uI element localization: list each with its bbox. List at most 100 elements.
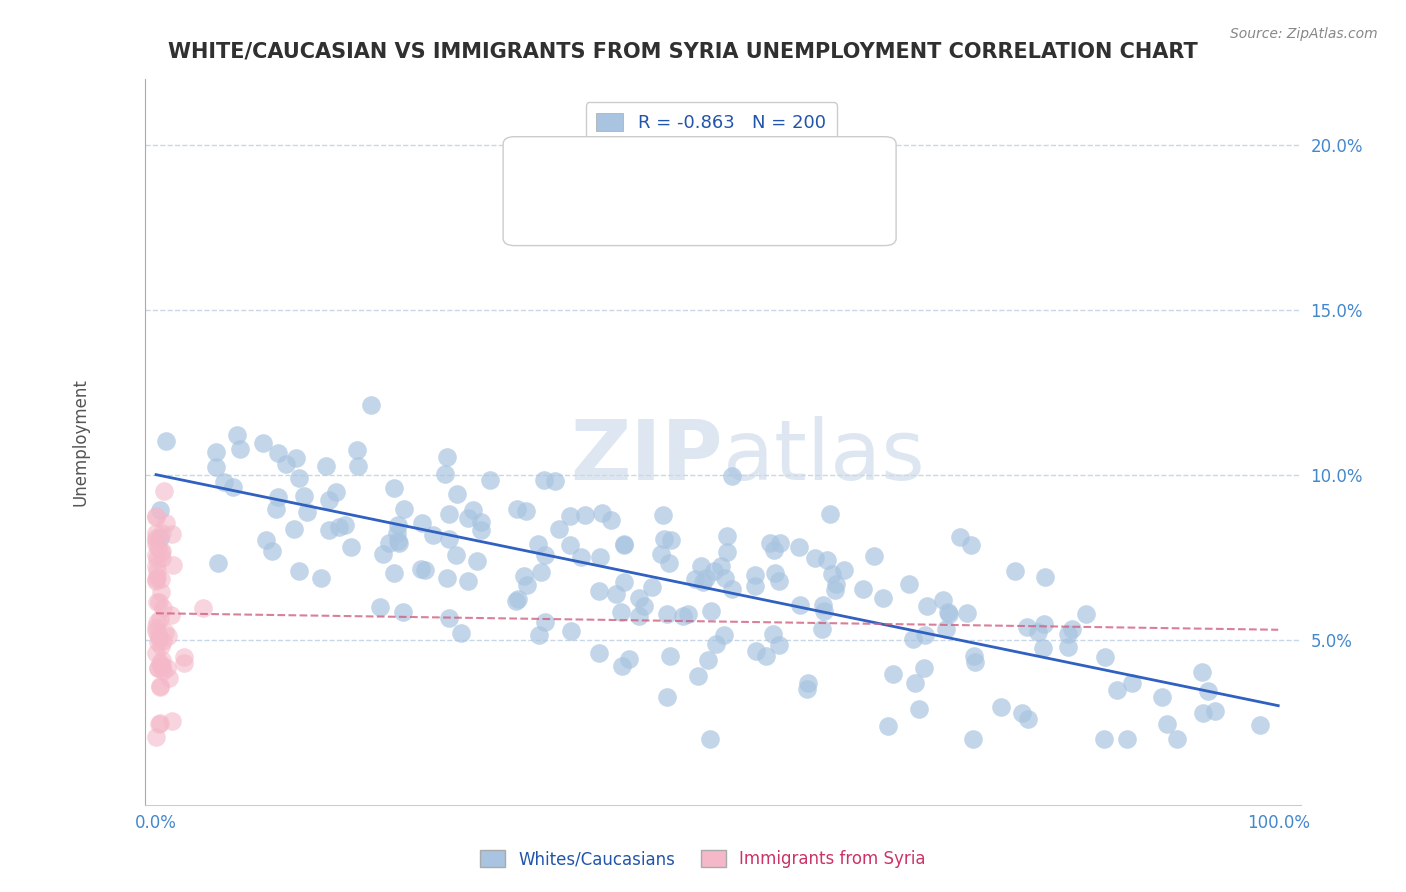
Point <box>1056 640 1078 654</box>
Point <box>655 690 678 705</box>
Point <box>153 483 176 498</box>
Point <box>821 567 844 582</box>
Point <box>470 523 492 537</box>
Point <box>612 537 634 551</box>
Point <box>146 615 169 629</box>
Point <box>641 580 664 594</box>
Point <box>610 605 633 619</box>
Point <box>956 606 979 620</box>
Point <box>146 628 169 642</box>
Point <box>148 594 170 608</box>
Point <box>285 450 308 465</box>
Point <box>862 549 884 563</box>
Point <box>600 512 623 526</box>
Point <box>652 508 675 523</box>
Point <box>207 556 229 570</box>
Point <box>759 536 782 550</box>
Point <box>548 522 571 536</box>
Point <box>461 502 484 516</box>
Text: atlas: atlas <box>723 416 925 497</box>
Point <box>145 574 167 589</box>
Point <box>650 547 672 561</box>
Point <box>162 558 184 572</box>
Point <box>610 659 633 673</box>
Point <box>146 661 169 675</box>
Point <box>292 489 315 503</box>
Point <box>744 643 766 657</box>
Point <box>145 559 167 574</box>
Point <box>560 624 582 639</box>
Point <box>676 607 699 621</box>
Point <box>333 517 356 532</box>
Point <box>695 571 717 585</box>
Point <box>264 501 287 516</box>
Point <box>658 556 681 570</box>
Point <box>287 564 309 578</box>
Point <box>897 576 920 591</box>
Y-axis label: Unemployment: Unemployment <box>72 377 89 506</box>
Point <box>145 572 167 586</box>
Point <box>387 517 409 532</box>
Point <box>915 599 938 614</box>
Point <box>744 579 766 593</box>
Point <box>527 537 550 551</box>
Point <box>588 646 610 660</box>
Point <box>149 531 172 545</box>
Point <box>394 501 416 516</box>
Point <box>436 571 458 585</box>
Point <box>796 682 818 697</box>
Point <box>527 627 550 641</box>
Point <box>948 530 970 544</box>
Point <box>173 656 195 670</box>
Point <box>145 624 167 638</box>
Point <box>254 533 277 548</box>
Point <box>716 529 738 543</box>
Point <box>613 536 636 550</box>
Point <box>716 545 738 559</box>
Point <box>145 537 167 551</box>
Point <box>588 584 610 599</box>
Point <box>914 628 936 642</box>
Point <box>713 571 735 585</box>
Point <box>558 509 581 524</box>
Point <box>744 568 766 582</box>
Point <box>832 563 855 577</box>
Point <box>515 504 537 518</box>
Point <box>479 473 502 487</box>
Point <box>960 538 983 552</box>
Point <box>149 659 172 673</box>
Point <box>699 604 721 618</box>
Point <box>1033 616 1056 631</box>
Point <box>655 607 678 621</box>
Point <box>804 550 827 565</box>
Point <box>148 656 170 670</box>
Point <box>145 526 167 541</box>
Point <box>1074 607 1097 622</box>
Point <box>1017 619 1039 633</box>
Point <box>436 450 458 464</box>
Point <box>768 638 790 652</box>
Point <box>533 474 555 488</box>
Point <box>146 569 169 583</box>
Point <box>149 679 172 693</box>
Point <box>534 615 557 629</box>
Point <box>963 655 986 669</box>
Point <box>962 731 984 746</box>
Point <box>150 545 173 559</box>
Point <box>876 719 898 733</box>
Point <box>852 582 875 596</box>
Point <box>160 714 183 728</box>
Text: ZIP: ZIP <box>571 416 723 497</box>
Point <box>704 637 727 651</box>
Point <box>659 533 682 548</box>
Point <box>437 508 460 522</box>
Point <box>938 607 960 621</box>
Point <box>1092 731 1115 746</box>
Point <box>287 471 309 485</box>
Point <box>672 608 695 623</box>
Point <box>145 730 167 744</box>
Point <box>963 648 986 663</box>
Point <box>465 554 488 568</box>
Point <box>149 503 172 517</box>
Point <box>1152 690 1174 704</box>
